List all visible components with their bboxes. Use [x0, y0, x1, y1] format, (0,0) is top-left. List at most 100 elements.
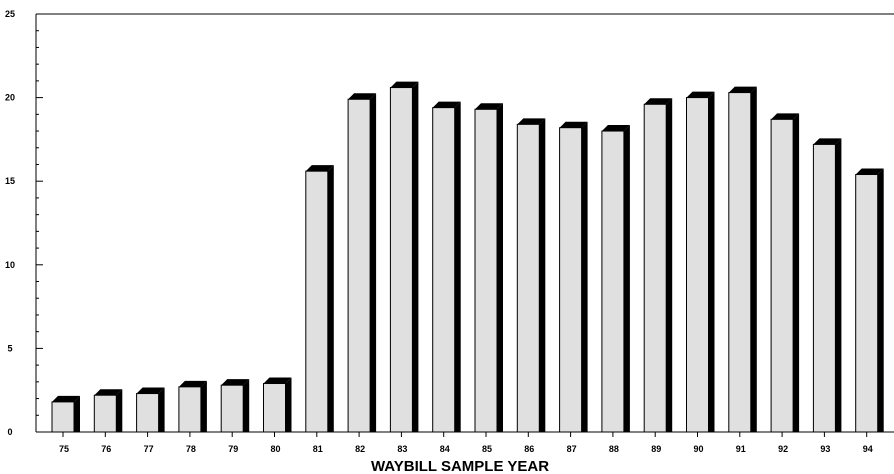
bar-77	[136, 387, 165, 433]
bar-side	[200, 380, 207, 432]
bar-side	[581, 121, 588, 433]
bar-top	[432, 101, 461, 108]
bar-front	[728, 92, 752, 433]
bar-91	[728, 86, 757, 433]
bar-side	[750, 86, 757, 433]
bar-front	[389, 87, 413, 433]
y-tick-label: 25	[5, 9, 15, 19]
bar-top	[517, 118, 546, 125]
bar-92	[770, 113, 800, 433]
bar-side	[835, 138, 842, 432]
x-axis-ticks: 75 76 77 78 79 80 81 82 83 84 85 86 87 88 89 90 91 92 93 94	[59, 432, 873, 454]
bar-83	[389, 81, 419, 433]
bar-front	[601, 130, 625, 433]
bar-front	[770, 118, 794, 433]
bar-front	[347, 98, 371, 433]
chart-axes	[35, 13, 894, 433]
bar-top	[601, 125, 630, 132]
bar-top	[305, 165, 334, 172]
bar-front	[474, 108, 498, 433]
bar-side	[327, 165, 334, 432]
bar-81	[305, 165, 334, 433]
x-tick-label: 82	[355, 444, 365, 454]
bar-front	[812, 143, 836, 433]
x-tick-label: 84	[440, 444, 450, 454]
bar-top	[178, 380, 207, 387]
bar-top	[559, 121, 588, 128]
y-tick-label: 10	[5, 260, 15, 270]
x-tick-label: 89	[651, 444, 661, 454]
x-axis-title: WAYBILL SAMPLE YEAR	[371, 458, 549, 474]
bar-93	[812, 138, 842, 433]
bar-front	[136, 393, 160, 433]
bar-84	[432, 101, 461, 433]
x-tick-label: 90	[693, 444, 703, 454]
bar-side	[539, 118, 546, 433]
bar-top	[813, 138, 842, 145]
x-tick-label: 94	[863, 444, 873, 454]
bar-side	[454, 101, 461, 432]
bar-top	[475, 103, 503, 110]
bar-80	[263, 377, 292, 433]
bar-82	[347, 93, 377, 433]
bar-86	[516, 118, 546, 433]
x-tick-label: 93	[820, 444, 830, 454]
bar-79	[220, 379, 250, 433]
x-tick-label: 80	[270, 444, 280, 454]
bar-front	[51, 401, 75, 433]
bar-side	[370, 93, 377, 432]
bar-front	[93, 394, 117, 433]
bar-front	[432, 107, 456, 433]
bar-top	[136, 387, 165, 394]
x-tick-label: 83	[397, 444, 407, 454]
bar-side	[243, 379, 250, 432]
x-tick-label: 88	[609, 444, 619, 454]
bar-top	[221, 379, 250, 386]
bar-side	[666, 98, 673, 433]
bar-side	[158, 387, 165, 432]
bar-front	[643, 103, 667, 433]
x-tick-label: 87	[567, 444, 577, 454]
bar-side	[877, 168, 884, 432]
bar-76	[93, 389, 123, 433]
bar-front	[686, 97, 709, 433]
x-tick-label: 81	[313, 444, 323, 454]
bar-top	[263, 377, 292, 384]
bar-series	[51, 81, 884, 433]
bar-top	[94, 389, 123, 396]
y-tick-label: 5	[7, 343, 12, 353]
bar-top	[686, 91, 715, 98]
bar-75	[51, 395, 80, 433]
bar-side	[708, 91, 715, 432]
bar-front	[305, 170, 329, 433]
x-tick-label: 79	[228, 444, 238, 454]
bar-front	[855, 174, 879, 433]
y-tick-label: 20	[5, 93, 15, 103]
x-tick-label: 78	[186, 444, 196, 454]
bar-94	[855, 168, 884, 433]
y-tick-label: 0	[7, 427, 12, 437]
bar-top	[348, 93, 377, 100]
bar-top	[390, 81, 419, 88]
x-tick-label: 76	[101, 444, 111, 454]
x-tick-label: 86	[524, 444, 534, 454]
bar-top	[728, 86, 757, 93]
bar-side	[74, 395, 80, 432]
bar-front	[178, 386, 202, 433]
bar-top	[855, 168, 884, 175]
bar-side	[285, 377, 292, 432]
y-tick-label: 15	[5, 176, 15, 186]
bar-90	[686, 91, 715, 433]
bar-top	[52, 395, 80, 402]
bar-87	[559, 121, 588, 433]
bar-side	[497, 103, 503, 432]
bar-side	[623, 125, 630, 432]
y-axis-ticks: 0 5 10 15 20 25	[5, 9, 43, 437]
bar-side	[116, 389, 123, 432]
bar-front	[516, 123, 540, 433]
bar-85	[474, 103, 503, 433]
bar-78	[178, 380, 207, 433]
x-tick-label: 91	[736, 444, 746, 454]
x-tick-label: 75	[59, 444, 69, 454]
